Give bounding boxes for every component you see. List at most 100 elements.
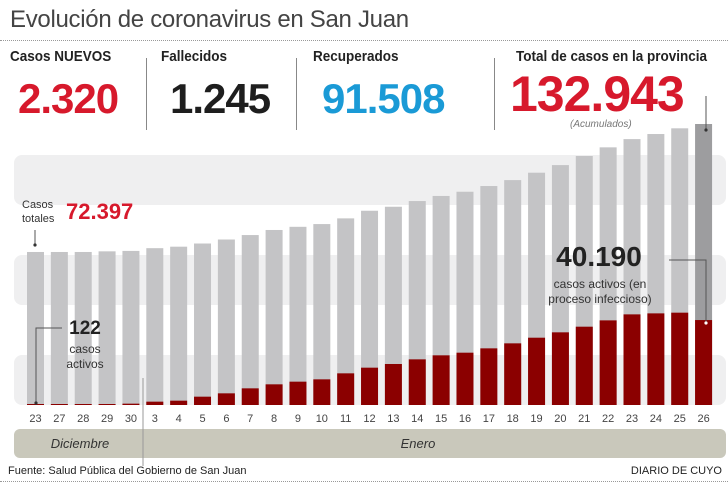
x-tick-label: 6 — [223, 413, 229, 425]
bar-active — [146, 401, 164, 405]
bar-active — [384, 363, 402, 405]
bar-total — [408, 201, 426, 405]
x-tick-label: 13 — [387, 413, 399, 425]
leader-line — [669, 259, 707, 323]
x-tick-label: 19 — [530, 413, 542, 425]
x-tick-label: 11 — [340, 413, 351, 425]
bar-active — [50, 404, 68, 405]
x-tick-label: 4 — [176, 413, 182, 425]
x-tick-label: 9 — [295, 413, 301, 425]
annotation-active-start-label: casos — [69, 342, 100, 356]
x-tick-label: 17 — [483, 413, 495, 425]
x-tick-label: 12 — [363, 413, 375, 425]
bar-active — [217, 393, 235, 405]
stat-label-total: Total de casos en la provincia — [516, 48, 708, 65]
x-tick-label: 24 — [650, 413, 662, 425]
stat-value-recovered: 91.508 — [322, 75, 445, 122]
stat-label-recovered: Recuperados — [313, 48, 399, 65]
bar-active — [98, 404, 116, 405]
bar-total — [337, 218, 355, 405]
stat-label-deaths: Fallecidos — [161, 48, 228, 65]
bar-active — [122, 403, 140, 405]
annotation-active-end-label: proceso infeccioso) — [548, 292, 651, 306]
bar-active — [194, 396, 212, 405]
x-tick-label: 27 — [53, 413, 65, 425]
brand-label: DIARIO DE CUYO — [630, 465, 722, 477]
stat-value-total: 132.943 — [510, 66, 685, 122]
month-band — [14, 429, 726, 458]
bar-active — [289, 381, 307, 405]
x-tick-label: 18 — [507, 413, 519, 425]
stat-note: (Acumulados) — [570, 119, 632, 130]
bar-active — [432, 355, 450, 405]
x-tick-label: 28 — [77, 413, 89, 425]
x-tick-label: 23 — [29, 413, 41, 425]
bar-active — [623, 314, 641, 405]
bar-total — [74, 251, 92, 405]
x-tick-label: 20 — [554, 413, 566, 425]
bar-active — [456, 352, 474, 405]
bar-total — [194, 243, 212, 405]
x-tick-label: 29 — [101, 413, 113, 425]
bar-active — [528, 337, 546, 405]
x-tick-label: 15 — [435, 413, 447, 425]
divider — [0, 40, 728, 41]
bar-active — [671, 312, 689, 405]
bar-total — [98, 251, 116, 405]
bar-total — [432, 195, 450, 405]
annotation-active-start-value: 122 — [69, 318, 101, 339]
bar-total — [217, 239, 235, 405]
annotation-active-start-label: activos — [66, 357, 103, 371]
x-tick-label: 16 — [459, 413, 471, 425]
x-tick-label: 5 — [199, 413, 205, 425]
annotation-total-label: Casos — [22, 199, 54, 211]
bar-total — [456, 191, 474, 405]
bar-total — [313, 224, 331, 405]
bar-active — [504, 343, 522, 405]
month-label: Diciembre — [51, 436, 110, 451]
leader-dot — [34, 401, 38, 405]
bar-active — [337, 373, 355, 405]
bar-total — [122, 250, 140, 405]
annotation-total-value: 72.397 — [66, 199, 133, 224]
divider — [296, 58, 297, 130]
bar-active — [170, 400, 188, 405]
bar-active — [74, 404, 92, 405]
x-tick-label: 22 — [602, 413, 614, 425]
annotation-active-end-value: 40.190 — [556, 241, 642, 272]
bar-active — [241, 388, 259, 405]
x-tick-label: 8 — [271, 413, 277, 425]
bar-active — [313, 379, 331, 405]
leader-line — [35, 327, 62, 403]
month-label: Enero — [401, 436, 436, 451]
bar-total — [241, 235, 259, 405]
page-title: Evolución de coronavirus en San Juan — [10, 6, 409, 33]
bar-total — [265, 229, 283, 405]
leader-dot — [704, 321, 708, 325]
stat-value-new: 2.320 — [18, 75, 119, 122]
bar-active — [551, 332, 569, 405]
bar-total — [170, 246, 188, 405]
bar-active — [408, 359, 426, 405]
bar-active — [480, 348, 498, 405]
bar-active — [695, 320, 713, 405]
x-tick-label: 7 — [247, 413, 253, 425]
x-tick-label: 14 — [411, 413, 423, 425]
divider — [0, 481, 728, 482]
bar-total — [384, 206, 402, 405]
bar-active — [599, 320, 617, 405]
bar-total — [361, 210, 379, 405]
background-band — [14, 155, 726, 205]
divider — [146, 58, 147, 130]
x-tick-label: 21 — [578, 413, 590, 425]
annotation-total-label: totales — [22, 213, 55, 225]
bar-active — [575, 326, 593, 405]
divider — [494, 58, 495, 130]
bar-active — [361, 367, 379, 405]
x-tick-label: 30 — [125, 413, 137, 425]
x-tick-label: 23 — [626, 413, 638, 425]
bar-active — [647, 313, 665, 405]
bar-total — [146, 248, 164, 405]
